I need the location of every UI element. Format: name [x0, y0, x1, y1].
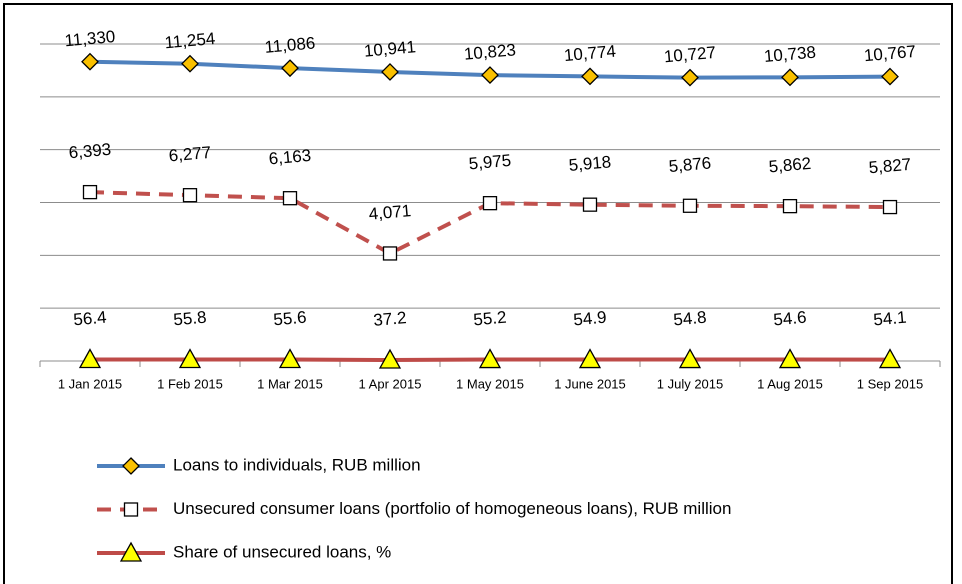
data-point [278, 348, 302, 369]
data-point [478, 348, 502, 369]
data-point [878, 348, 902, 369]
legend-marker [122, 457, 140, 475]
x-tick-label: 1 July 2015 [657, 376, 724, 391]
data-label: 55.8 [173, 308, 208, 330]
data-point [381, 63, 399, 81]
data-label: 56.4 [73, 308, 108, 330]
x-tick-label: 1 May 2015 [456, 376, 524, 391]
data-point [678, 348, 702, 369]
x-tick-label: 1 Aug 2015 [757, 376, 823, 391]
data-point [481, 66, 499, 85]
data-label: 5,975 [468, 151, 512, 174]
data-point [778, 348, 802, 369]
data-point [178, 348, 202, 369]
data-point [81, 52, 99, 71]
data-label: 5,827 [868, 155, 912, 178]
data-point [682, 198, 698, 213]
data-point [182, 188, 198, 203]
data-label: 10,774 [563, 42, 616, 65]
data-point [578, 348, 602, 369]
data-point [281, 59, 299, 78]
data-label: 10,767 [863, 42, 916, 65]
data-label: 11,330 [64, 27, 116, 50]
data-label: 54.9 [573, 308, 608, 330]
data-point [82, 184, 98, 200]
data-label: 54.1 [873, 308, 908, 330]
data-point [581, 67, 599, 86]
data-label: 4,071 [368, 201, 412, 224]
legend-label: Share of unsecured loans, % [173, 542, 391, 561]
data-label: 54.8 [673, 308, 708, 330]
x-tick-label: 1 Apr 2015 [359, 376, 422, 391]
legend-label: Unsecured consumer loans (portfolio of h… [173, 499, 731, 518]
x-tick-label: 1 June 2015 [554, 376, 626, 391]
x-tick-label: 1 Mar 2015 [257, 376, 323, 391]
x-tick-label: 1 Feb 2015 [157, 376, 223, 391]
data-point [282, 191, 298, 206]
data-label: 11,086 [264, 33, 316, 56]
data-point [181, 54, 199, 73]
data-point [482, 196, 498, 211]
legend-marker [123, 502, 139, 517]
data-point [881, 67, 899, 86]
data-label: 37.2 [373, 308, 408, 330]
data-label: 55.2 [473, 308, 508, 330]
data-label: 5,918 [568, 152, 612, 175]
data-label: 6,163 [268, 146, 312, 169]
data-point [378, 348, 402, 369]
data-label: 5,876 [668, 153, 712, 176]
data-label: 6,277 [168, 143, 212, 166]
x-tick-label: 1 Sep 2015 [857, 376, 924, 391]
data-point [582, 197, 598, 212]
data-label: 10,727 [663, 43, 716, 66]
data-label: 11,254 [164, 29, 216, 52]
data-label: 5,862 [768, 154, 812, 177]
chart-frame [3, 3, 953, 584]
data-point [781, 68, 799, 87]
data-point [78, 348, 102, 369]
data-label: 10,941 [363, 37, 416, 60]
legend-marker [119, 541, 143, 562]
data-label: 55.6 [273, 308, 308, 330]
data-label: 6,393 [68, 140, 112, 163]
x-tick-label: 1 Jan 2015 [58, 376, 122, 391]
data-point [681, 68, 699, 87]
data-point [782, 198, 798, 214]
data-label: 10,823 [463, 40, 516, 63]
data-label: 10,738 [763, 43, 816, 66]
data-point [882, 199, 898, 215]
data-point [382, 246, 398, 261]
legend-label: Loans to individuals, RUB million [173, 455, 421, 474]
data-label: 54.6 [773, 308, 808, 330]
